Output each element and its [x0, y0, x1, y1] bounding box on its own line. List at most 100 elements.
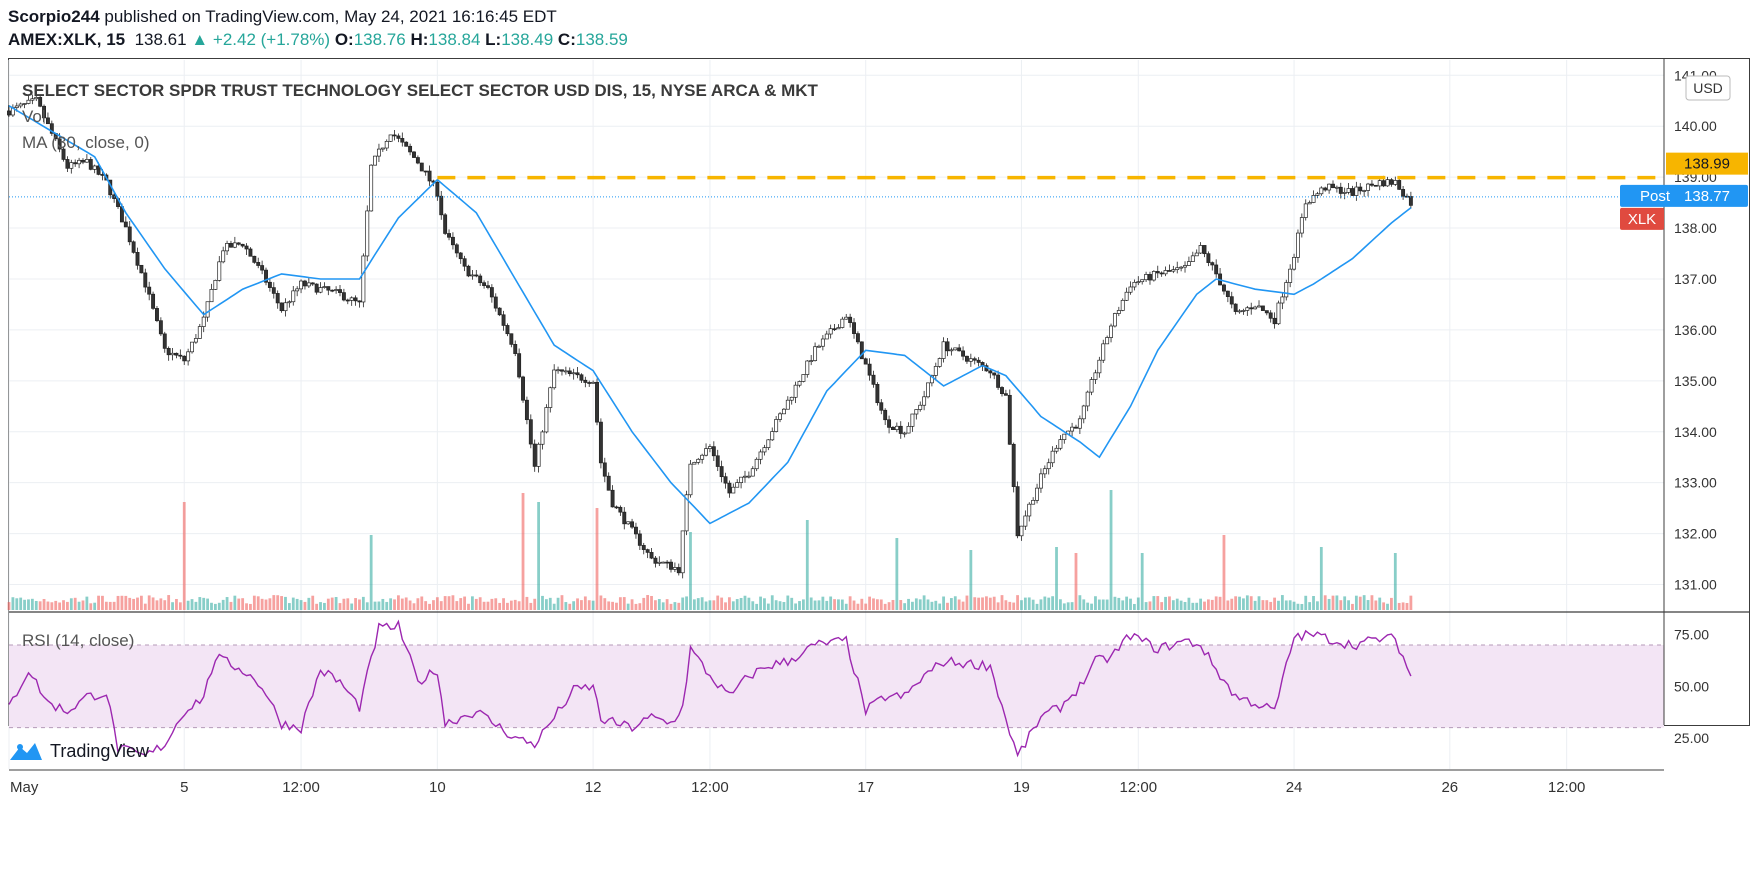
candle-body	[641, 545, 646, 550]
volume-bar	[899, 600, 903, 610]
volume-bar	[599, 595, 603, 610]
candle-body	[906, 425, 911, 434]
volume-bar	[1339, 600, 1343, 610]
currency-label[interactable]: USD	[1693, 80, 1723, 96]
tradingview-brand[interactable]: TradingView	[8, 740, 149, 762]
volume-bar	[786, 595, 790, 610]
candle-body	[1128, 286, 1133, 293]
candle-body	[376, 148, 381, 157]
currency-button[interactable]	[1685, 75, 1731, 101]
ma-label: MA (30, close, 0)	[22, 133, 150, 152]
candle-body	[961, 350, 966, 357]
time-tick-label: 12:00	[282, 779, 320, 796]
volume-bar	[451, 595, 455, 610]
time-tick-label: 12:00	[1120, 779, 1158, 796]
candle-body	[894, 425, 899, 430]
volume-bar	[1082, 599, 1086, 610]
volume-bar	[439, 601, 443, 610]
candle-body	[427, 170, 432, 182]
volume-bar	[171, 602, 174, 610]
candle-body	[486, 285, 490, 288]
candle-body	[22, 103, 27, 105]
candle-body	[1042, 468, 1047, 475]
volume-bar	[1292, 601, 1296, 610]
candle-body	[1151, 271, 1156, 281]
candle-body	[688, 463, 693, 496]
candle-body	[291, 290, 296, 303]
candle-body	[42, 105, 46, 119]
volume-bar	[46, 601, 50, 610]
volume-bar	[1210, 599, 1214, 610]
volume-bar	[404, 597, 408, 610]
author-name[interactable]: Scorpio244	[8, 7, 100, 26]
candle-body	[77, 159, 82, 165]
volume-bar	[213, 603, 217, 610]
volume-bar	[19, 597, 23, 610]
volume-bar	[1035, 603, 1039, 610]
candle-body	[454, 244, 459, 254]
volume-bar	[42, 598, 46, 610]
rsi-tick-label: 25.00	[1674, 730, 1709, 746]
volume-bar	[1393, 553, 1397, 610]
candle-body	[174, 352, 179, 356]
high-value: 138.84	[428, 30, 481, 49]
candle-body	[295, 288, 300, 292]
open-label: O:	[334, 30, 354, 49]
price-tick-label: 134.00	[1674, 424, 1717, 440]
candle-body	[696, 458, 701, 463]
volume-bar	[1269, 601, 1273, 610]
volume-bar	[30, 598, 34, 610]
last-price: 138.61	[134, 30, 187, 49]
volume-bar	[626, 603, 630, 610]
volume-bar	[1222, 535, 1226, 610]
volume-bar	[502, 598, 505, 610]
volume-bar	[1331, 595, 1335, 610]
candle-body	[521, 376, 525, 401]
volume-bar	[478, 597, 482, 610]
candle-body	[739, 476, 744, 483]
candle-body	[735, 482, 740, 488]
price-tick-label: 136.00	[1674, 322, 1717, 338]
volume-bar	[1175, 598, 1179, 610]
volume-bar	[766, 603, 770, 610]
candle-body	[1144, 274, 1149, 281]
price-tick-label: 135.00	[1674, 373, 1717, 389]
volume-bar	[1273, 597, 1276, 610]
candle-body	[1299, 217, 1304, 234]
volume-bar	[821, 596, 825, 610]
candle-body	[365, 210, 370, 257]
volume-bar	[1062, 603, 1066, 610]
candle-body	[544, 407, 549, 433]
volume-bar	[591, 600, 595, 610]
volume-bar	[840, 599, 844, 610]
candle-body	[883, 409, 888, 421]
candle-body	[135, 252, 140, 266]
volume-bar	[1401, 602, 1405, 610]
volume-bar	[973, 597, 977, 610]
candle-body	[439, 195, 444, 216]
candle-body	[669, 561, 673, 570]
volume-bar	[681, 597, 685, 610]
candle-body	[591, 381, 596, 384]
volume-bar	[864, 603, 868, 610]
volume-bar	[389, 598, 393, 610]
candle-body	[571, 372, 576, 375]
candle-body	[458, 252, 463, 260]
candle-body	[622, 511, 627, 525]
candle-body	[875, 383, 880, 404]
candle-body	[357, 300, 362, 303]
candle-body	[1338, 186, 1343, 194]
candle-body	[801, 374, 806, 382]
volume-bar	[435, 597, 439, 610]
volume-bar	[708, 600, 712, 610]
volume-bar	[1351, 603, 1354, 610]
volume-bar	[1214, 596, 1218, 610]
volume-bar	[1043, 596, 1047, 610]
candle-body	[1280, 296, 1285, 304]
open-value: 138.76	[353, 30, 406, 49]
candle-body	[891, 427, 895, 430]
candle-body	[57, 138, 62, 150]
volume-bar	[408, 600, 412, 610]
candle-body	[1038, 473, 1043, 489]
